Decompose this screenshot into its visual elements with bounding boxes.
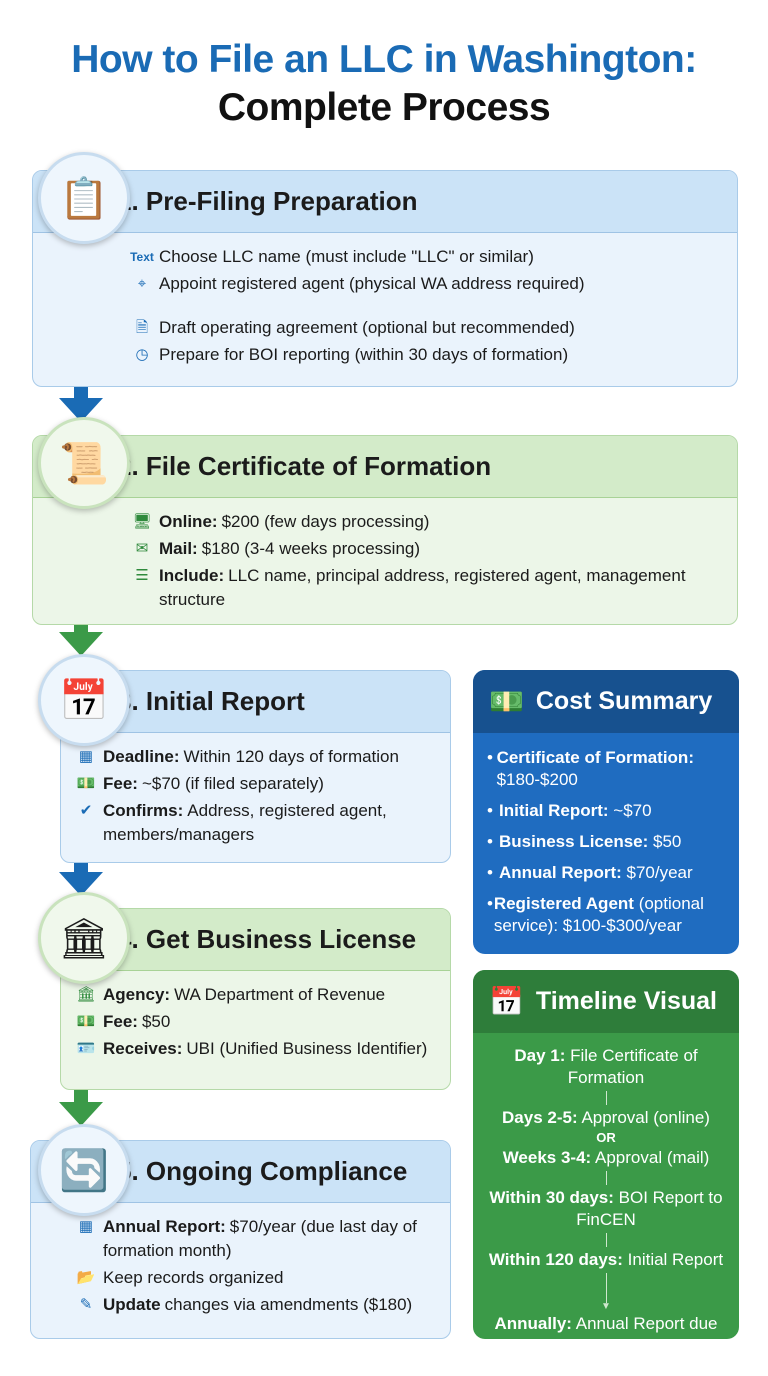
- timeline-item: Days 2-5: Approval (online): [502, 1108, 710, 1127]
- calendar-clock-icon: 📅: [489, 986, 524, 1017]
- page-title: How to File an LLC in Washington:: [71, 38, 697, 81]
- list-item: 💵 Fee: ~$70 (if filed separately): [73, 772, 430, 796]
- list-item: ⌖ Appoint registered agent (physical WA a…: [129, 272, 717, 296]
- refresh-calendar-icon: 🔄: [38, 1124, 130, 1216]
- arrow-down-icon: [59, 1102, 103, 1126]
- timeline-item: Day 1: File Certificate of Formation: [514, 1046, 698, 1087]
- mail-icon: ✉: [135, 540, 149, 557]
- or-label: OR: [596, 1130, 616, 1145]
- clipboard-check-icon: 📋: [38, 152, 130, 244]
- list-item: 🏛 Agency: WA Department of Revenue: [73, 983, 430, 1007]
- timeline-connector: [605, 1273, 607, 1303]
- timeline-connector: [605, 1233, 607, 1247]
- timeline-item: Weeks 3-4: Approval (mail): [502, 1148, 710, 1167]
- folder-icon: 📂: [76, 1269, 96, 1286]
- certificate-icon: 📜: [38, 417, 130, 509]
- step-title: 1. Pre-Filing Preparation: [117, 186, 418, 216]
- cost-item: • Certificate of Formation: $180-$200: [487, 748, 694, 789]
- list-item: 🪪 Receives: UBI (Unified Business Identifi…: [73, 1037, 430, 1061]
- list-item: ☰ Include: LLC name, principal address, re…: [129, 564, 717, 612]
- cost-item: • Annual Report: $70/year: [487, 863, 693, 882]
- timeline-panel: 📅 Timeline Visual Day 1: File Certificat…: [473, 970, 739, 1339]
- document-icon: 🗎: [135, 319, 149, 336]
- money-icon: 💵: [76, 775, 96, 792]
- cost-summary-title: Cost Summary: [535, 687, 713, 715]
- step-1-card: 1. Pre-Filing Preparation Text Choose LLC…: [32, 170, 738, 387]
- clock-icon: ◷: [135, 346, 149, 363]
- computer-icon: 🖥: [132, 513, 152, 530]
- timeline-item: Within 120 days: Initial Report: [488, 1250, 724, 1269]
- government-building-icon: 🏛: [38, 892, 130, 984]
- edit-icon: ✎: [79, 1296, 93, 1313]
- list-item: 🖥 Online: $200 (few days processing): [129, 510, 717, 534]
- list-item: Text Choose LLC name (must include "LLC" …: [129, 245, 717, 269]
- timeline-connector: [605, 1091, 607, 1105]
- arrow-down-icon: ▼: [601, 1301, 611, 1312]
- step-title: 2. File Certificate of Formation: [117, 451, 492, 481]
- calendar-check-icon: 📅: [38, 654, 130, 746]
- cost-item: • Initial Report: ~$70: [487, 801, 652, 820]
- timeline-title: Timeline Visual: [535, 987, 717, 1015]
- calendar-icon: ▦: [78, 748, 94, 765]
- list-item: ▦ Annual Report: $70/year (due last day of…: [73, 1215, 430, 1263]
- cost-item: • Registered Agent (optional service): $1…: [487, 894, 704, 935]
- list-item: ✔ Confirms: Address, registered agent, mem…: [73, 799, 430, 847]
- bank-icon: 🏛: [76, 986, 96, 1003]
- cost-summary-panel: 💵 Cost Summary • Certificate of Formation…: [473, 670, 739, 954]
- list-item: ✎ Update changes via amendments ($180): [73, 1293, 430, 1317]
- calendar-icon: ▦: [78, 1218, 94, 1235]
- arrow-down-icon: [59, 632, 103, 656]
- cost-item: • Business License: $50: [487, 832, 682, 851]
- text-icon: Text: [130, 250, 154, 264]
- id-card-icon: 🪪: [76, 1040, 96, 1057]
- step-title: 4. Get Business License: [117, 924, 417, 954]
- connector-3: [74, 860, 88, 874]
- check-circle-icon: ✔: [79, 802, 93, 819]
- location-pin-icon: ⌖: [137, 275, 147, 292]
- timeline-item: Within 30 days: BOI Report to FinCEN: [489, 1188, 723, 1229]
- page-subtitle: Complete Process: [217, 86, 551, 129]
- list-item: ✉ Mail: $180 (3-4 weeks processing): [129, 537, 717, 561]
- step-2-card: 2. File Certificate of Formation 🖥 Online…: [32, 435, 738, 625]
- list-item: ▦ Deadline: Within 120 days of formation: [73, 745, 430, 769]
- step-title: 3. Initial Report: [117, 686, 305, 716]
- money-stack-icon: 💵: [489, 686, 524, 717]
- list-icon: ☰: [135, 567, 149, 584]
- list-item: 💵 Fee: $50: [73, 1010, 430, 1034]
- connector-4: [74, 1088, 88, 1104]
- money-icon: 💵: [76, 1013, 96, 1030]
- timeline-connector: [605, 1171, 607, 1185]
- list-item: 📂 Keep records organized: [73, 1266, 430, 1290]
- list-item: 🗎 Draft operating agreement (optional but…: [129, 316, 717, 340]
- list-item: ◷ Prepare for BOI reporting (within 30 da…: [129, 343, 717, 367]
- step-title: 5. Ongoing Compliance: [117, 1156, 408, 1186]
- timeline-item: Annually: Annual Report due: [494, 1314, 718, 1333]
